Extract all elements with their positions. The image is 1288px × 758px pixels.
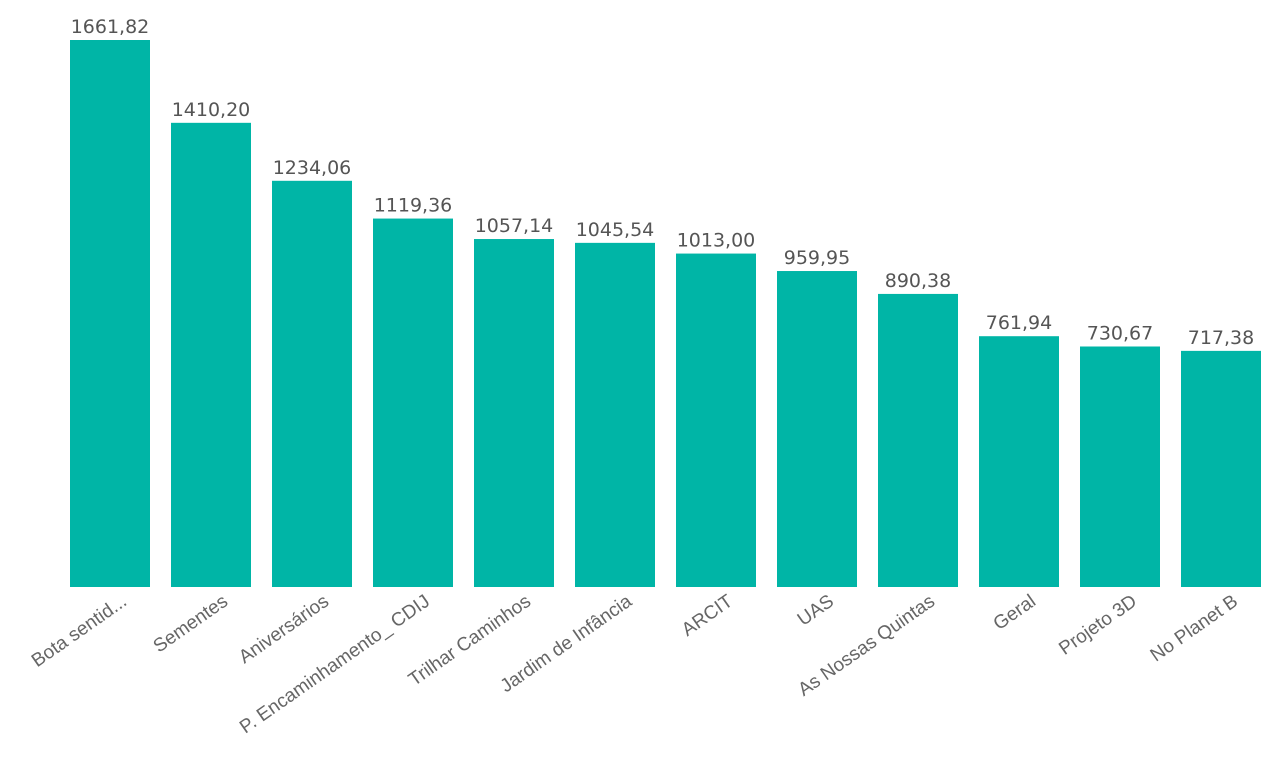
value-label-9: 890,38 <box>885 270 951 292</box>
value-label-8: 959,95 <box>784 247 850 269</box>
value-label-7: 1013,00 <box>677 230 756 252</box>
category-label-12: No Planet B <box>1147 591 1242 666</box>
value-label-5: 1057,14 <box>475 215 554 237</box>
value-labels-group: 1661,82 1410,20 1234,06 1119,36 1057,14 1045,… <box>71 16 1255 349</box>
category-label-4: P. Encaminhamento_ CDIJ <box>236 591 434 738</box>
value-label-11: 730,67 <box>1087 322 1153 344</box>
bar-9 <box>878 293 958 587</box>
value-label-6: 1045,54 <box>576 219 655 241</box>
value-label-2: 1410,20 <box>172 99 251 121</box>
value-label-1: 1661,82 <box>71 16 150 38</box>
bar-7 <box>676 253 756 587</box>
value-label-4: 1119,36 <box>374 195 453 217</box>
value-label-12: 717,38 <box>1188 327 1254 349</box>
category-label-11: Projeto 3D <box>1055 591 1141 660</box>
category-label-1: Bota sentid... <box>28 591 131 672</box>
category-label-3: Aniversários <box>235 591 333 668</box>
bar-1 <box>70 40 150 587</box>
category-label-10: Geral <box>990 591 1040 635</box>
value-label-3: 1234,06 <box>273 157 352 179</box>
bar-6 <box>575 242 655 587</box>
category-label-8: UAS <box>794 591 838 631</box>
category-label-2: Sementes <box>150 591 232 657</box>
bar-8 <box>777 271 857 587</box>
bar-3 <box>272 180 352 587</box>
category-label-7: ARCIT <box>678 591 737 641</box>
bar-4 <box>373 218 453 587</box>
bar-5 <box>474 239 554 587</box>
bar-10 <box>979 336 1059 587</box>
bar-12 <box>1181 350 1261 587</box>
bars-group <box>70 40 1261 587</box>
bar-11 <box>1080 346 1160 587</box>
value-label-10: 761,94 <box>986 312 1052 334</box>
bar-2 <box>171 122 251 587</box>
